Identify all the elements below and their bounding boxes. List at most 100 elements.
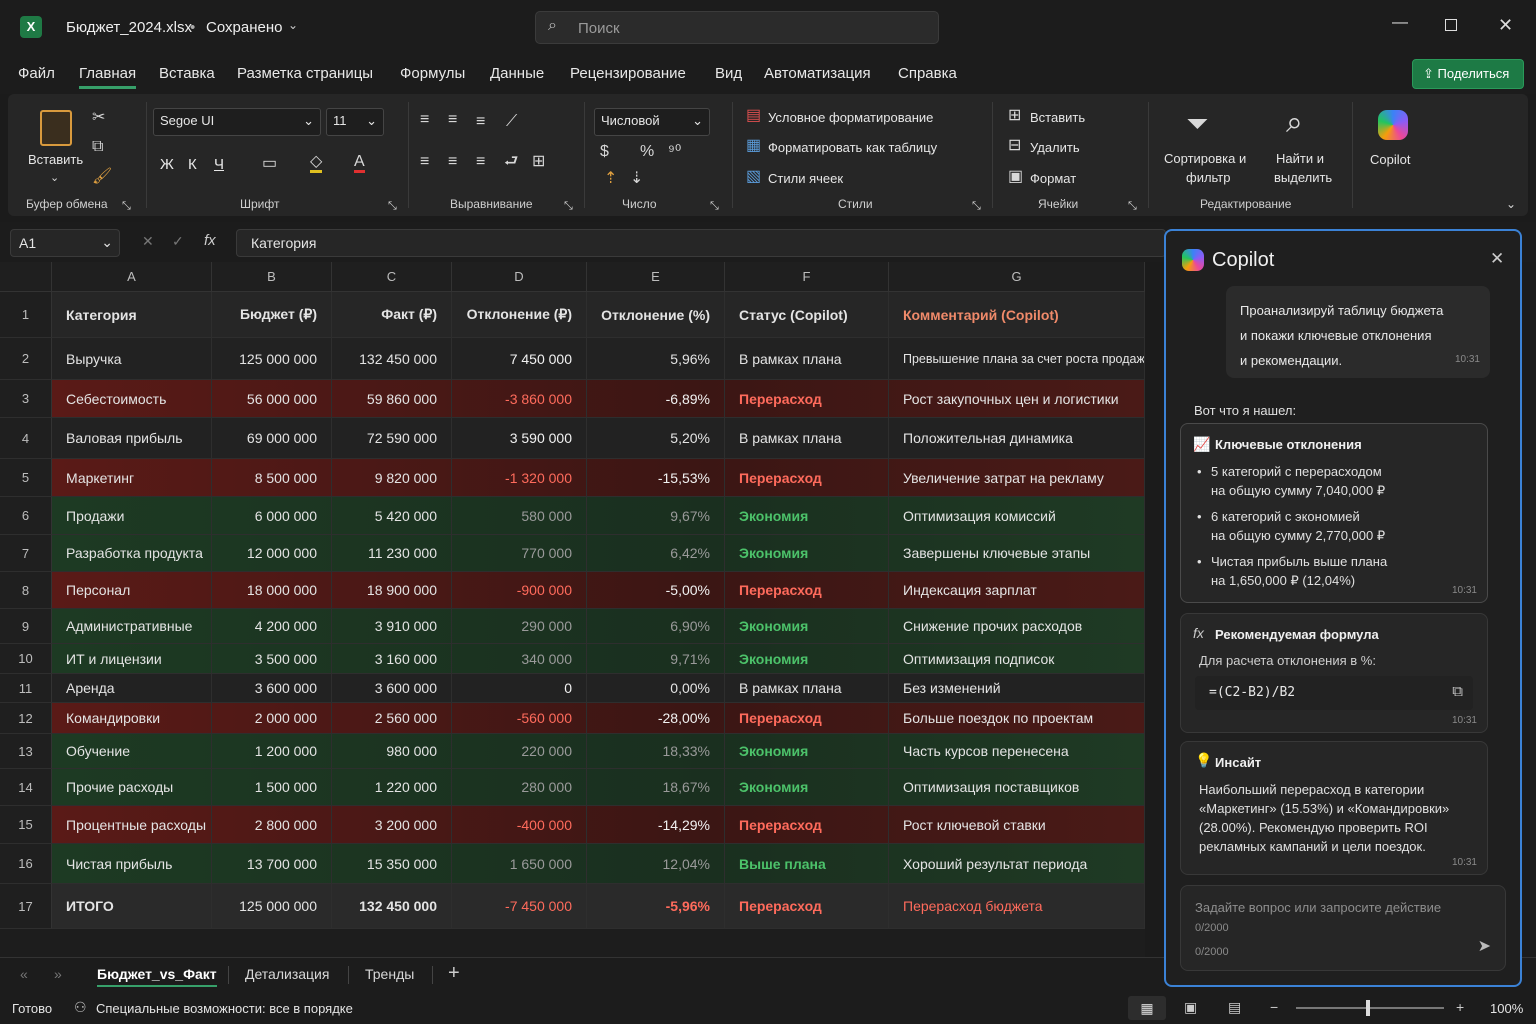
maximize-icon[interactable] bbox=[1445, 19, 1457, 31]
row-header[interactable]: 12 bbox=[0, 703, 52, 734]
cell-g[interactable]: Снижение прочих расходов bbox=[889, 609, 1145, 643]
cell-d[interactable]: -1 320 000 bbox=[452, 459, 587, 496]
insert-function-icon[interactable]: fx bbox=[204, 232, 216, 249]
cell-g[interactable]: Завершены ключевые этапы bbox=[889, 535, 1145, 571]
cell-d[interactable]: 7 450 000 bbox=[452, 338, 587, 379]
accessibility-icon[interactable]: ⚇ bbox=[74, 999, 87, 1015]
menu-file[interactable]: Файл bbox=[18, 65, 55, 82]
cell-f[interactable]: Выше плана bbox=[725, 844, 889, 883]
dialog-launcher-icon[interactable]: ⤡ bbox=[388, 200, 397, 212]
cell-f[interactable]: Перерасход bbox=[725, 459, 889, 496]
cell-e[interactable]: Отклонение (%) bbox=[587, 292, 725, 337]
cell-b[interactable]: 56 000 000 bbox=[212, 380, 332, 417]
cell-g[interactable]: Рост закупочных цен и логистики bbox=[889, 380, 1145, 417]
close-icon[interactable]: ✕ bbox=[1498, 15, 1514, 35]
menu-review[interactable]: Рецензирование bbox=[570, 65, 686, 82]
cell-c[interactable]: 980 000 bbox=[332, 734, 452, 768]
paste-button[interactable]: Вставить bbox=[28, 152, 84, 167]
merge-icon[interactable]: ⊞ bbox=[532, 153, 546, 170]
cut-icon[interactable]: ✂ bbox=[92, 109, 106, 126]
cell-f[interactable]: Статус (Copilot) bbox=[725, 292, 889, 337]
align-bottom-icon[interactable]: ≡ bbox=[476, 113, 486, 130]
share-button[interactable]: ⇪ Поделиться ⌄ bbox=[1412, 59, 1524, 109]
bold-button[interactable]: Ж bbox=[160, 156, 174, 173]
sheet-tab-trends[interactable]: Тренды bbox=[365, 966, 415, 982]
cell-e[interactable]: 6,42% bbox=[587, 535, 725, 571]
cell-d[interactable]: -7 450 000 bbox=[452, 884, 587, 928]
chevron-down-icon[interactable]: ⌄ bbox=[1506, 197, 1517, 211]
cell-c[interactable]: 132 450 000 bbox=[332, 884, 452, 928]
cell-b[interactable]: 125 000 000 bbox=[212, 884, 332, 928]
row-header[interactable]: 2 bbox=[0, 338, 52, 380]
zoom-level[interactable]: 100% bbox=[1490, 1001, 1524, 1016]
cancel-icon[interactable]: ✕ bbox=[142, 233, 154, 249]
delete-cells-button[interactable]: Удалить bbox=[1030, 140, 1080, 155]
cell-styles-button[interactable]: Стили ячеек bbox=[768, 171, 844, 186]
formula-code-box[interactable]: =(C2-B2)/B2 ⧉ bbox=[1195, 676, 1473, 710]
row-header[interactable]: 11 bbox=[0, 674, 52, 703]
column-header-b[interactable]: B bbox=[212, 262, 332, 292]
dialog-launcher-icon[interactable]: ⤡ bbox=[564, 200, 573, 212]
cell-g[interactable]: Увеличение затрат на рекламу bbox=[889, 459, 1145, 496]
number-format-dropdown[interactable]: Числовой ⌄ bbox=[594, 108, 710, 136]
format-cells-icon[interactable]: ▣ bbox=[1008, 168, 1024, 185]
orientation-icon[interactable]: ⟋ bbox=[506, 113, 518, 130]
italic-button[interactable]: К bbox=[188, 156, 197, 173]
underline-button[interactable]: Ч bbox=[214, 156, 224, 173]
delete-cells-icon[interactable]: ⊟ bbox=[1008, 137, 1022, 154]
cell-f[interactable]: Перерасход bbox=[725, 572, 889, 608]
prev-sheet-icon[interactable]: « bbox=[20, 966, 28, 982]
column-header-a[interactable]: A bbox=[52, 262, 212, 292]
sheet-tab-details[interactable]: Детализация bbox=[245, 966, 330, 982]
formula-input[interactable]: Категория bbox=[236, 229, 1166, 257]
row-header[interactable]: 6 bbox=[0, 497, 52, 535]
confirm-icon[interactable]: ✓ bbox=[172, 233, 184, 249]
dialog-launcher-icon[interactable]: ⤡ bbox=[710, 200, 719, 212]
copilot-input[interactable]: Задайте вопрос или запросите действие 0/… bbox=[1180, 885, 1506, 971]
spreadsheet-grid[interactable]: A B C D E F G 1 Категория Бюджет (₽) Факт (… bbox=[0, 262, 1145, 957]
percent-icon[interactable]: % bbox=[640, 143, 655, 160]
column-header-g[interactable]: G bbox=[889, 262, 1145, 292]
select-all-corner[interactable] bbox=[0, 262, 52, 292]
row-header[interactable]: 3 bbox=[0, 380, 52, 418]
cell-a[interactable]: Административные bbox=[52, 609, 212, 643]
row-header[interactable]: 4 bbox=[0, 418, 52, 459]
cell-c[interactable]: 2 560 000 bbox=[332, 703, 452, 733]
close-copilot-icon[interactable]: ✕ bbox=[1490, 249, 1505, 268]
menu-insert[interactable]: Вставка bbox=[159, 65, 215, 82]
cell-b[interactable]: Бюджет (₽) bbox=[212, 292, 332, 337]
cell-f[interactable]: В рамках плана bbox=[725, 418, 889, 458]
chevron-down-icon[interactable]: ⌄ bbox=[288, 18, 299, 32]
menu-automate[interactable]: Автоматизация bbox=[764, 65, 871, 82]
cell-c[interactable]: 132 450 000 bbox=[332, 338, 452, 379]
cell-f[interactable]: Перерасход bbox=[725, 380, 889, 417]
cell-f[interactable]: Экономия bbox=[725, 535, 889, 571]
zoom-in-icon[interactable]: + bbox=[1456, 999, 1465, 1015]
cell-b[interactable]: 2 800 000 bbox=[212, 806, 332, 843]
cell-e[interactable]: -5,00% bbox=[587, 572, 725, 608]
next-sheet-icon[interactable]: » bbox=[54, 966, 62, 982]
conditional-formatting-icon[interactable]: ▤ bbox=[746, 107, 762, 124]
cell-g[interactable]: Перерасход бюджета bbox=[889, 884, 1145, 928]
cell-e[interactable]: -5,96% bbox=[587, 884, 725, 928]
cell-d[interactable]: 220 000 bbox=[452, 734, 587, 768]
cell-f[interactable]: Экономия bbox=[725, 609, 889, 643]
cell-g[interactable]: Оптимизация подписок bbox=[889, 644, 1145, 673]
cell-a[interactable]: Процентные расходы bbox=[52, 806, 212, 843]
row-header[interactable]: 5 bbox=[0, 459, 52, 497]
cell-b[interactable]: 18 000 000 bbox=[212, 572, 332, 608]
table-format-icon[interactable]: ▦ bbox=[746, 137, 762, 154]
copy-icon[interactable]: ⧉ bbox=[1452, 683, 1463, 700]
column-header-c[interactable]: C bbox=[332, 262, 452, 292]
cell-a[interactable]: Персонал bbox=[52, 572, 212, 608]
cell-a[interactable]: Валовая прибыль bbox=[52, 418, 212, 458]
cell-a[interactable]: Категория bbox=[52, 292, 212, 337]
format-painter-icon[interactable]: 🖌 bbox=[92, 168, 113, 185]
cell-g[interactable]: Превышение плана за счет роста продаж bbox=[889, 338, 1145, 379]
cell-c[interactable]: 9 820 000 bbox=[332, 459, 452, 496]
zoom-slider-thumb[interactable] bbox=[1366, 1000, 1370, 1016]
row-header[interactable]: 13 bbox=[0, 734, 52, 769]
menu-home[interactable]: Главная bbox=[79, 65, 137, 89]
cell-e[interactable]: -28,00% bbox=[587, 703, 725, 733]
cell-b[interactable]: 3 500 000 bbox=[212, 644, 332, 673]
